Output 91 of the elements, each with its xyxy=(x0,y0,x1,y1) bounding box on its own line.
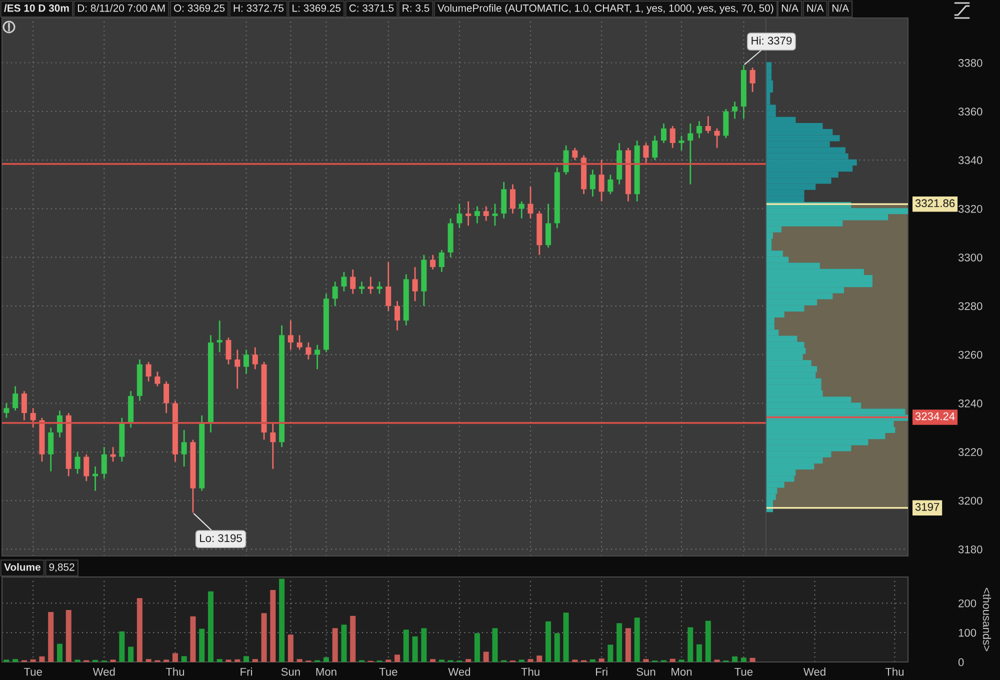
bar xyxy=(190,616,196,662)
y-tick-label: 3300 xyxy=(958,254,982,262)
bar xyxy=(421,628,427,662)
bar xyxy=(199,628,205,662)
bar xyxy=(430,659,436,662)
bar xyxy=(146,659,152,662)
bar xyxy=(119,631,125,662)
bar xyxy=(705,620,711,662)
y-tick-label: 0 xyxy=(958,658,964,666)
bar xyxy=(536,656,542,662)
x-tick-label: Thu xyxy=(885,668,904,676)
ref-line-label: 3197 xyxy=(915,502,940,511)
y-tick-label: 3220 xyxy=(958,448,982,456)
bar xyxy=(234,659,240,662)
bar xyxy=(270,590,276,662)
bar xyxy=(634,618,640,662)
bar xyxy=(696,644,702,662)
x-tick-label: Wed xyxy=(92,668,115,676)
x-tick-label: Thu xyxy=(521,668,540,676)
bar xyxy=(39,656,45,662)
bar xyxy=(466,659,472,662)
x-tick-label: Tue xyxy=(734,668,753,676)
x-tick-label: Fri xyxy=(596,668,608,676)
bar xyxy=(350,616,356,662)
ref-line-label: 3234.24 xyxy=(915,412,955,420)
x-tick-label: Wed xyxy=(803,668,826,676)
bar xyxy=(590,659,596,662)
bar xyxy=(394,654,400,662)
bar xyxy=(740,658,746,662)
x-tick-label: Sun xyxy=(281,668,300,676)
ref-line-label: 3321.86 xyxy=(915,199,955,208)
bar xyxy=(261,613,267,662)
bar xyxy=(688,627,694,662)
y-axis-title: <thousands> xyxy=(982,588,992,652)
x-tick-label: Thu xyxy=(166,668,184,676)
y-tick-label: 100 xyxy=(958,628,976,637)
bar xyxy=(625,628,631,662)
bar xyxy=(643,659,649,662)
bar xyxy=(563,612,569,662)
y-tick-label: 3280 xyxy=(958,302,982,310)
bar xyxy=(483,652,489,662)
bar xyxy=(66,610,72,662)
bar xyxy=(323,657,329,662)
y-tick-label: 3340 xyxy=(958,156,982,164)
x-tick-label: Wed xyxy=(448,668,470,676)
bar xyxy=(412,636,418,662)
x-tick-label: Fri xyxy=(240,668,252,676)
bar xyxy=(403,630,409,662)
bar xyxy=(48,612,54,662)
bar xyxy=(598,658,604,662)
bar xyxy=(546,621,552,662)
bar xyxy=(30,659,36,662)
bar xyxy=(554,633,560,662)
y-tick-label: 3180 xyxy=(958,545,982,554)
bar xyxy=(528,659,534,662)
bar xyxy=(12,659,18,662)
x-tick-label: Sun xyxy=(636,668,656,676)
bar xyxy=(181,656,187,662)
bar xyxy=(750,658,756,662)
bar xyxy=(288,634,294,662)
x-tick-label: Mon xyxy=(672,668,692,676)
bar xyxy=(216,659,222,662)
bar xyxy=(608,644,614,662)
y-tick-label: 3320 xyxy=(958,204,982,213)
y-tick-label: 3240 xyxy=(958,400,982,408)
bar xyxy=(616,623,622,662)
x-tick-label: Mon xyxy=(316,668,336,676)
y-tick-label: 3200 xyxy=(958,496,982,505)
bar xyxy=(56,644,62,662)
y-tick-label: 3260 xyxy=(958,350,982,359)
bar xyxy=(279,578,285,662)
bar xyxy=(244,656,250,662)
bar xyxy=(732,656,738,662)
bar xyxy=(128,646,134,662)
bar xyxy=(341,624,347,662)
bar xyxy=(332,628,338,662)
bar xyxy=(474,633,480,662)
text: 9,852 xyxy=(49,563,74,572)
y-tick-label: 3360 xyxy=(958,108,982,116)
bar xyxy=(296,659,302,662)
bar xyxy=(208,591,214,662)
y-tick-label: 3380 xyxy=(958,59,982,67)
chart-title: Volume xyxy=(4,563,40,571)
bar xyxy=(492,628,498,662)
bar xyxy=(136,598,142,662)
bar xyxy=(172,653,178,662)
x-tick-label: Tue xyxy=(379,668,398,676)
x-tick-label: Tue xyxy=(24,668,42,676)
bar xyxy=(252,659,258,662)
y-tick-label: 200 xyxy=(958,599,976,608)
bar xyxy=(670,658,676,662)
